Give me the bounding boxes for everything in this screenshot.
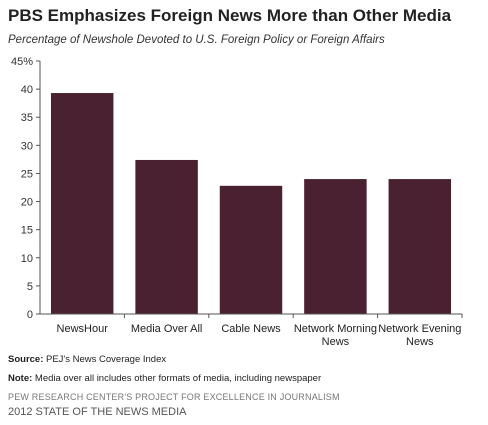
bar	[219, 185, 283, 314]
x-category-label: Network Evening News	[378, 323, 461, 348]
bar	[135, 159, 198, 314]
x-category-label: NewsHour	[57, 323, 109, 335]
source-label: Source:	[8, 354, 44, 365]
y-tick-label: 0	[27, 309, 33, 321]
source-note: Source: PEJ's News Coverage Index	[8, 354, 166, 365]
y-tick-label: 30	[21, 140, 33, 152]
x-category-label: Media Over All	[131, 323, 203, 335]
footer-organization: PEW RESEARCH CENTER'S PROJECT FOR EXCELL…	[8, 392, 340, 402]
bar	[388, 179, 452, 314]
footer-report-title: 2012 STATE OF THE NEWS MEDIA	[8, 406, 187, 418]
chart-subtitle: Percentage of Newshole Devoted to U.S. F…	[8, 34, 385, 46]
y-tick-label: 40	[21, 84, 33, 96]
bars	[50, 93, 452, 315]
y-axis: 0 5 10 15 20 25 30 35 40 45%	[11, 56, 41, 321]
y-tick-label: 15	[21, 225, 33, 237]
bar	[50, 93, 114, 315]
y-tick-label: 10	[21, 253, 33, 265]
source-text: PEJ's News Coverage Index	[43, 354, 167, 365]
chart-note: Note: Media over all includes other form…	[8, 373, 321, 384]
note-text: Media over all includes other formats of…	[32, 373, 322, 384]
y-tick-label: 35	[21, 112, 33, 124]
x-axis: NewsHour Media Over All Cable News Network …	[40, 313, 463, 348]
y-tick-label: 25	[21, 168, 33, 180]
chart-title: PBS Emphasizes Foreign News More than Ot…	[8, 6, 452, 25]
x-category-label: Cable News	[221, 323, 281, 335]
y-tick-label: 20	[21, 197, 33, 209]
y-tick-label: 5	[27, 281, 33, 293]
x-category-label: Network Morning News	[294, 323, 377, 348]
bar	[304, 179, 367, 314]
note-label: Note:	[8, 373, 33, 384]
y-tick-label: 45%	[11, 56, 33, 68]
bar-chart: 0 5 10 15 20 25 30 35 40 45% NewsHour Media Over A…	[11, 56, 463, 348]
